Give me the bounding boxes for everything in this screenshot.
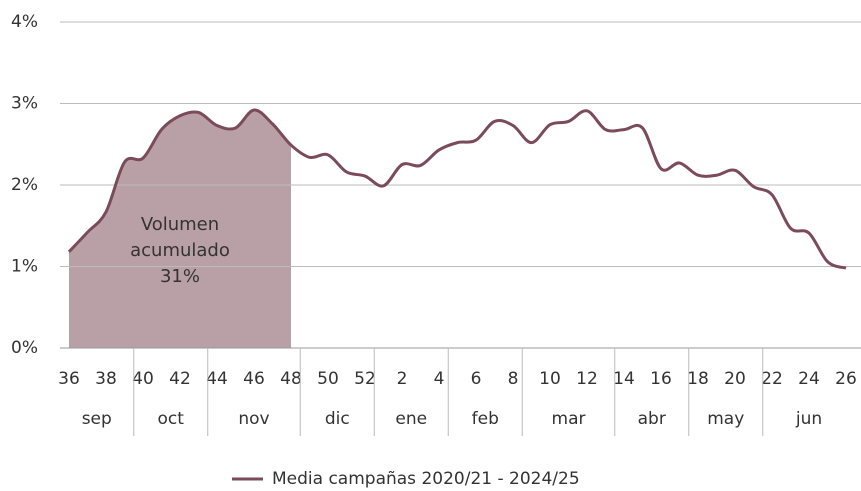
line xyxy=(67,108,847,270)
x-tick-label: 10 xyxy=(539,369,561,389)
x-tick-label: 48 xyxy=(280,369,302,389)
x-tick-label: 18 xyxy=(687,369,709,389)
group-label: dic xyxy=(325,409,350,429)
legend-label: Media campañas 2020/21 - 2024/25 xyxy=(272,469,580,489)
x-tick-label: 44 xyxy=(206,369,228,389)
group-label: nov xyxy=(238,409,269,429)
x-tick-label: 2 xyxy=(397,369,408,389)
group-label: abr xyxy=(638,409,666,429)
group-label: oct xyxy=(158,409,185,429)
group-label: jun xyxy=(795,409,822,429)
highlight-label: acumulado xyxy=(130,240,230,261)
highlight-label: Volumen xyxy=(141,214,219,235)
highlight-area xyxy=(69,109,291,348)
x-tick-label: 38 xyxy=(95,369,117,389)
x-tick-label: 8 xyxy=(508,369,519,389)
x-tick-label: 16 xyxy=(650,369,672,389)
x-tick-label: 4 xyxy=(434,369,445,389)
y-tick-label: 2% xyxy=(11,175,38,195)
group-label: mar xyxy=(552,409,586,429)
x-tick-label: 12 xyxy=(576,369,598,389)
highlight-label: 31% xyxy=(160,266,200,287)
x-tick-label: 26 xyxy=(835,369,857,389)
x-tick-label: 6 xyxy=(471,369,482,389)
group-label: feb xyxy=(472,409,499,429)
x-tick-label: 52 xyxy=(354,369,376,389)
x-tick-label: 24 xyxy=(798,369,820,389)
group-label: sep xyxy=(82,409,112,429)
y-tick-label: 3% xyxy=(11,94,38,114)
y-tick-label: 1% xyxy=(11,257,38,277)
x-tick-label: 14 xyxy=(613,369,635,389)
x-tick-label: 20 xyxy=(724,369,746,389)
y-tick-label: 0% xyxy=(11,338,38,358)
x-tick-label: 36 xyxy=(58,369,80,389)
x-tick-label: 46 xyxy=(243,369,265,389)
x-tick-label: 50 xyxy=(317,369,339,389)
x-tick-label: 22 xyxy=(761,369,783,389)
x-tick-label: 42 xyxy=(169,369,191,389)
group-label: may xyxy=(707,409,744,429)
x-tick-label: 40 xyxy=(132,369,154,389)
group-label: ene xyxy=(395,409,427,429)
y-tick-label: 4% xyxy=(11,12,38,32)
